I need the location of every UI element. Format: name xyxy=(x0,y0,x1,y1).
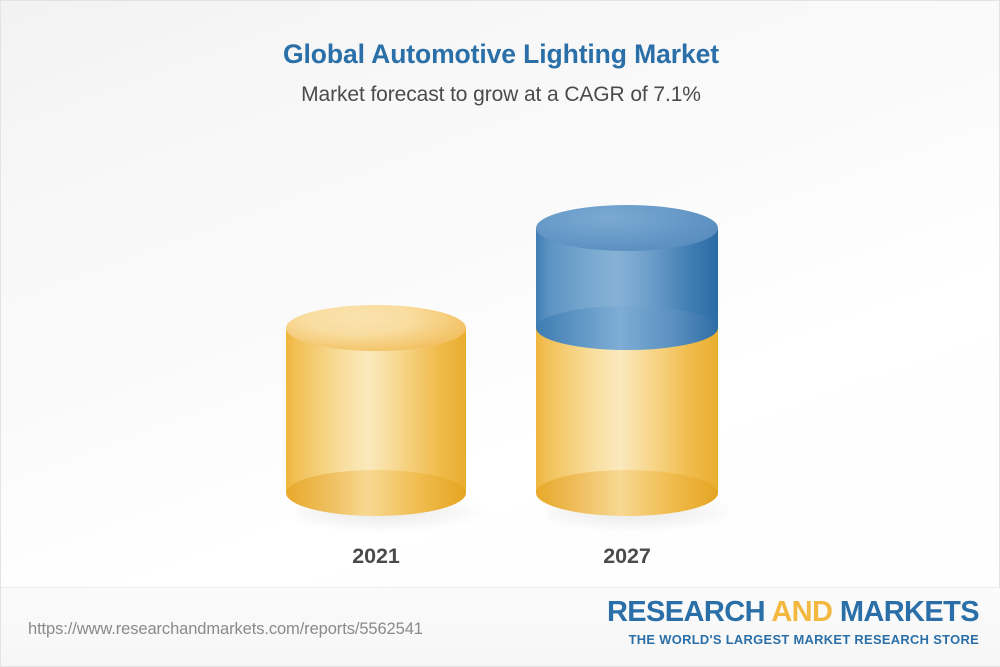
cylinder-bar-2027 xyxy=(536,205,737,532)
logo-word-and: AND xyxy=(771,596,833,628)
cylinder-bottom-cap-gold xyxy=(286,470,466,516)
cylinder-body-gold-segment xyxy=(536,328,718,493)
page-subtitle: Market forecast to grow at a CAGR of 7.1… xyxy=(301,83,701,107)
cylinder-top-cap-gold xyxy=(286,305,466,351)
logo-word-research: RESEARCH xyxy=(606,596,766,628)
header: Global Automotive Lighting Market Market… xyxy=(1,1,1000,107)
cylinder-top-cap-blue xyxy=(536,205,718,251)
logo-tagline: THE WORLD'S LARGEST MARKET RESEARCH STOR… xyxy=(628,632,979,647)
logo-wordmark: RESEARCH AND MARKETS xyxy=(606,596,980,628)
brand-logo[interactable]: RESEARCH AND MARKETS THE WORLD'S LARGEST… xyxy=(606,596,980,648)
logo-word-markets: MARKETS xyxy=(839,596,980,628)
footer: https://www.researchandmarkets.com/repor… xyxy=(1,587,1000,666)
cylinder-body-gold xyxy=(286,328,466,493)
x-axis-label-2027: 2027 xyxy=(603,544,651,568)
source-url-link[interactable]: https://www.researchandmarkets.com/repor… xyxy=(28,620,423,638)
cylinder-bottom-cap-gold xyxy=(536,470,718,516)
cylinder-bar-2021 xyxy=(286,305,484,532)
chart-plot-area: USD 28.41 Billion 2021 USD 42.87 Billion xyxy=(1,141,1000,571)
x-axis-label-2021: 2021 xyxy=(352,544,400,568)
cylinder-segment-seam xyxy=(536,306,718,350)
page-title: Global Automotive Lighting Market xyxy=(283,39,719,69)
